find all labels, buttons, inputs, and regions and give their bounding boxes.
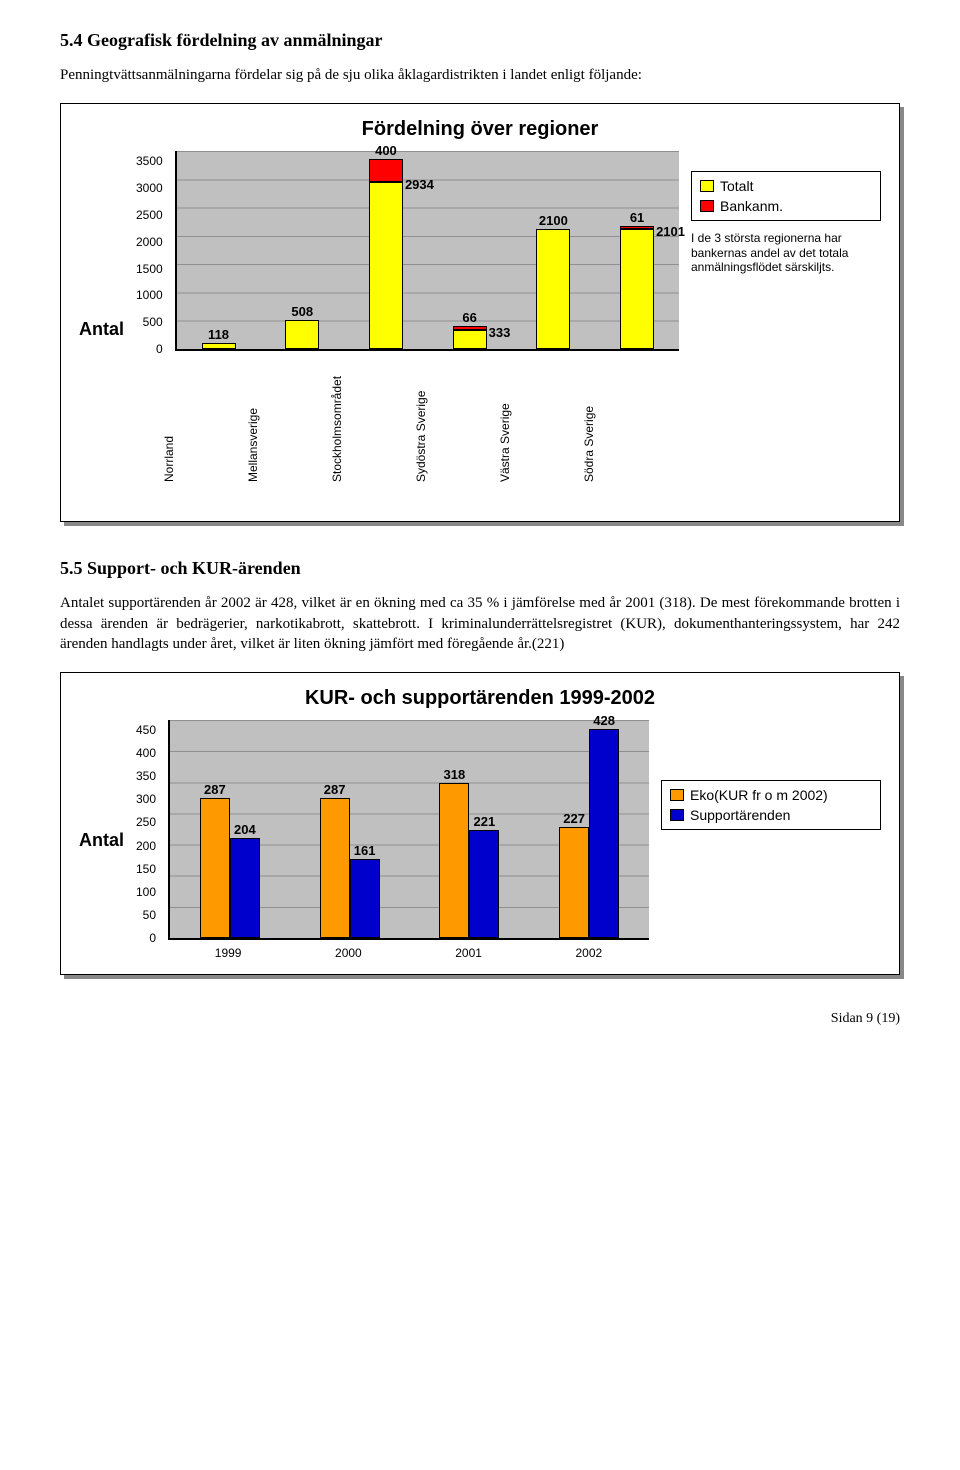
chart1-title: Fördelning över regioner (79, 118, 881, 141)
chart-kur-support: KUR- och supportärenden 1999-2002 Antal … (60, 672, 900, 975)
chart1-y-axis-label: Antal (79, 319, 124, 340)
section-5-5-heading: 5.5 Support- och KUR-ärenden (60, 558, 900, 579)
chart-regioner: Fördelning över regioner Antal 350030002… (60, 103, 900, 522)
section-5-4-heading: 5.4 Geografisk fördelning av anmälningar (60, 30, 900, 51)
chart1-note: I de 3 största regionerna har bankernas … (691, 231, 881, 274)
chart1-y-ticks: 3500300025002000150010005000 (136, 155, 163, 355)
chart1-x-ticks: NorrlandMellansverigeStockholmsområdetSy… (175, 357, 679, 507)
chart1-plot: 1185082934400333662100210161 (175, 151, 679, 351)
chart2-legend: Eko(KUR fr o m 2002)Supportärenden (661, 780, 881, 830)
page-footer: Sidan 9 (19) (60, 1011, 900, 1027)
chart2-x-ticks: 1999200020012002 (168, 946, 649, 960)
section-5-5-body: Antalet supportärenden år 2002 är 428, v… (60, 593, 900, 654)
chart2-title: KUR- och supportärenden 1999-2002 (79, 687, 881, 710)
chart2-plot: 287204287161318221227428 (168, 720, 649, 940)
section-5-4-body: Penningtvättsanmälningarna fördelar sig … (60, 65, 900, 85)
chart2-y-ticks: 450400350300250200150100500 (136, 724, 156, 944)
chart1-legend: TotaltBankanm. (691, 171, 881, 221)
chart2-y-axis-label: Antal (79, 830, 124, 851)
